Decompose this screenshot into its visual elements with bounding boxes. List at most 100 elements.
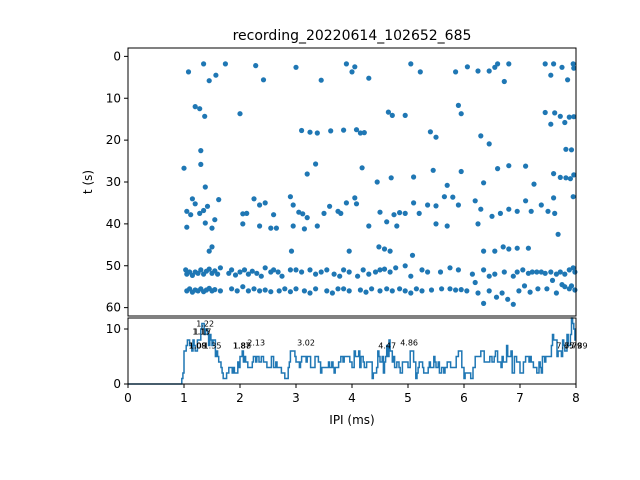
raster-point — [458, 168, 464, 175]
histogram-peak-label: 1.35 — [204, 341, 222, 350]
raster-point — [212, 217, 218, 223]
raster-point — [249, 268, 255, 274]
raster-point — [321, 210, 327, 216]
raster-point — [516, 288, 522, 294]
histogram-peak-label: 7.65 — [556, 341, 574, 350]
raster-point — [198, 161, 204, 167]
histogram-x-tick-label: 1 — [180, 391, 188, 405]
raster-point — [307, 267, 313, 273]
raster-point — [257, 223, 263, 229]
raster-point — [189, 196, 195, 202]
raster-point — [563, 175, 569, 181]
raster-point — [568, 283, 575, 289]
histogram-x-axis-label: IPI (ms) — [329, 413, 374, 427]
raster-point — [201, 207, 207, 214]
raster-point — [352, 64, 358, 70]
raster-point — [318, 269, 324, 275]
raster-point — [341, 286, 347, 292]
raster-point — [478, 206, 484, 212]
raster-point — [538, 202, 544, 208]
raster-point — [198, 267, 204, 273]
raster-point — [216, 197, 222, 203]
raster-point — [293, 286, 299, 292]
raster-point — [389, 112, 395, 118]
raster-point — [510, 301, 516, 307]
histogram-peak-label: 1.09 — [189, 341, 207, 350]
raster-point — [349, 69, 355, 75]
raster-point — [455, 267, 461, 273]
raster-point — [408, 61, 414, 67]
raster-point — [521, 283, 528, 289]
raster-point — [551, 195, 557, 201]
raster-point — [313, 286, 319, 292]
histogram-peak-labels: 1.081.09 1.151.171.22 1.35 1.871.882.13 3.02… — [189, 319, 588, 350]
raster-point — [397, 210, 403, 216]
raster-point — [313, 271, 319, 277]
raster-point — [531, 181, 537, 187]
histogram-peak-label: 1.87 — [233, 341, 251, 350]
raster-point — [520, 267, 526, 273]
raster-point — [549, 277, 556, 283]
raster-point — [341, 127, 347, 133]
histogram-peak-label: 3.02 — [297, 339, 315, 348]
raster-point — [492, 248, 498, 254]
raster-point — [184, 208, 190, 214]
histogram-peak-label: 1.22 — [196, 319, 214, 328]
raster-point — [411, 200, 417, 206]
raster-point — [419, 267, 425, 273]
raster-point — [523, 198, 529, 204]
raster-point — [366, 75, 372, 81]
raster-y-tick-label: 20 — [106, 133, 121, 147]
raster-point — [450, 194, 456, 200]
raster-point — [213, 72, 219, 78]
raster-point — [245, 271, 251, 277]
raster-point — [337, 273, 343, 279]
raster-point — [453, 287, 459, 293]
raster-point — [301, 226, 307, 232]
raster-point — [430, 167, 436, 173]
raster-point — [293, 267, 299, 273]
raster-point — [202, 184, 208, 190]
raster-point — [181, 165, 187, 171]
histogram-x-tick-label: 5 — [404, 391, 412, 405]
raster-y-axis-label: t (s) — [81, 170, 95, 194]
raster-point — [282, 286, 288, 292]
raster-point — [447, 286, 453, 292]
raster-point — [328, 128, 334, 134]
raster-point — [427, 129, 433, 135]
raster-point — [237, 111, 243, 117]
raster-point — [387, 248, 393, 254]
histogram-peak-label: 4.86 — [400, 339, 418, 348]
raster-point — [419, 288, 425, 294]
raster-point — [240, 284, 246, 290]
raster-point — [542, 270, 548, 276]
raster-point — [388, 175, 394, 181]
histogram-x-tick-label: 7 — [516, 391, 524, 405]
raster-point — [481, 267, 487, 273]
raster-point — [505, 296, 511, 302]
raster-points — [181, 61, 578, 307]
raster-point — [341, 267, 347, 273]
raster-point — [501, 78, 507, 85]
raster-point — [566, 114, 572, 120]
raster-point — [251, 286, 257, 292]
raster-point — [464, 288, 470, 294]
histogram-peak-label: 2.13 — [247, 339, 265, 348]
raster-point — [251, 196, 257, 202]
raster-point — [453, 69, 459, 75]
raster-point — [338, 210, 344, 216]
raster-point — [377, 288, 383, 294]
raster-point — [444, 182, 450, 188]
raster-point — [241, 267, 248, 273]
raster-point — [501, 269, 507, 275]
raster-point — [551, 171, 557, 177]
raster-point — [393, 265, 399, 271]
raster-point — [217, 288, 223, 294]
raster-point — [307, 290, 313, 296]
raster-point — [567, 176, 574, 182]
raster-point — [240, 211, 246, 217]
raster-point — [304, 171, 310, 177]
raster-point — [534, 269, 540, 275]
raster-point — [514, 208, 520, 214]
raster-point — [478, 133, 484, 139]
